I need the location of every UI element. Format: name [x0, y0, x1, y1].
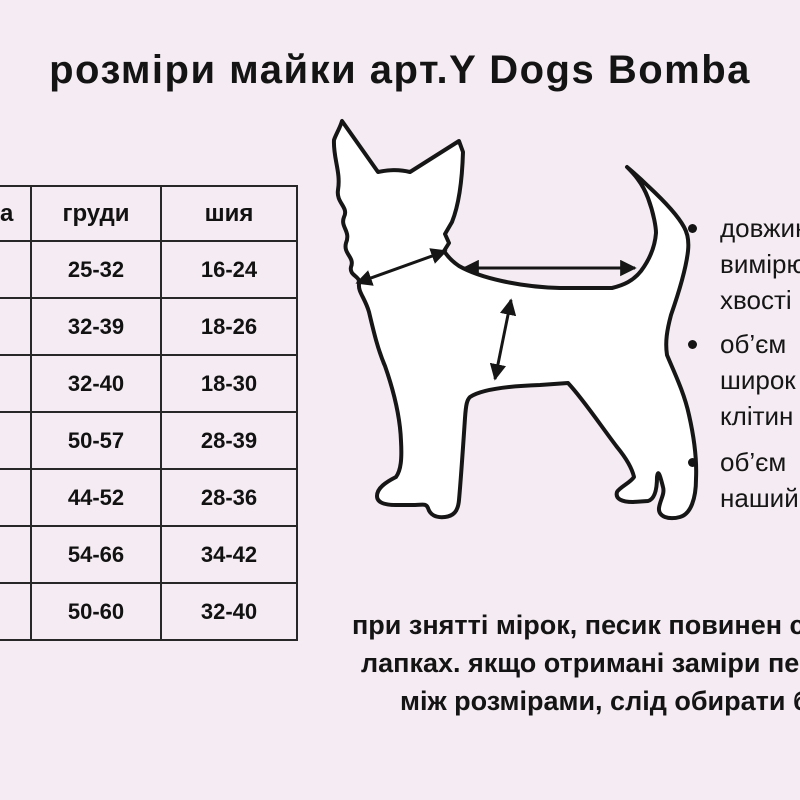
note-line: об’єм — [720, 447, 787, 477]
table-header-row: а груди шия — [0, 185, 298, 242]
measure-note-chest-girth: об’єм широк клітин — [688, 326, 800, 434]
table-row: 44-52 28-36 — [0, 468, 298, 527]
note-line: довжин — [720, 213, 800, 243]
cell-neck: 32-40 — [160, 582, 298, 641]
cell-weight — [0, 582, 32, 641]
cell-chest: 50-57 — [30, 411, 162, 470]
cell-weight — [0, 525, 32, 584]
page-title: розміри майки арт.Y Dogs Bomba — [49, 48, 751, 92]
table-row: 25-32 16-24 — [0, 240, 298, 299]
footer-note-line: між розмірами, слід обирати бі — [400, 686, 800, 716]
bullet-icon — [688, 224, 697, 233]
note-line: наший — [720, 483, 799, 513]
table-row: 32-40 18-30 — [0, 354, 298, 413]
col-header-chest: груди — [30, 185, 162, 242]
cell-weight — [0, 354, 32, 413]
cell-chest: 25-32 — [30, 240, 162, 299]
bullet-icon — [688, 458, 697, 467]
measure-note-neck-girth: об’єм наший — [688, 444, 800, 516]
table-row: 50-60 32-40 — [0, 582, 298, 641]
cell-chest: 32-39 — [30, 297, 162, 356]
cell-chest: 54-66 — [30, 525, 162, 584]
note-line: вимірю — [720, 249, 800, 279]
chest-girth-arrow — [489, 298, 517, 381]
neck-girth-arrow — [355, 248, 448, 286]
cell-neck: 16-24 — [160, 240, 298, 299]
cell-neck: 28-39 — [160, 411, 298, 470]
cell-weight — [0, 297, 32, 356]
cell-neck: 34-42 — [160, 525, 298, 584]
table-row: 54-66 34-42 — [0, 525, 298, 584]
cell-neck: 28-36 — [160, 468, 298, 527]
cell-chest: 32-40 — [30, 354, 162, 413]
cell-chest: 44-52 — [30, 468, 162, 527]
measure-note-back-length: довжин вимірю хвості — [688, 210, 800, 318]
cell-weight — [0, 468, 32, 527]
cell-neck: 18-26 — [160, 297, 298, 356]
footer-note-line: при знятті мірок, песик повинен ст — [352, 610, 800, 640]
note-line: клітин — [720, 401, 794, 431]
col-header-neck: шия — [160, 185, 298, 242]
table-row: 32-39 18-26 — [0, 297, 298, 356]
cell-weight — [0, 411, 32, 470]
note-line: об’єм — [720, 329, 787, 359]
bullet-icon — [688, 340, 697, 349]
dog-outline — [331, 119, 699, 521]
cell-chest: 50-60 — [30, 582, 162, 641]
col-header-weight-clipped: а — [0, 185, 32, 242]
cell-neck: 18-30 — [160, 354, 298, 413]
footer-note-line: лапках. якщо отримані заміри пер — [361, 648, 800, 678]
table-row: 50-57 28-39 — [0, 411, 298, 470]
note-line: хвості — [720, 285, 792, 315]
note-line: широк — [720, 365, 796, 395]
size-table: а груди шия 25-32 16-24 32-39 18-26 32-4… — [0, 185, 298, 641]
cell-weight — [0, 240, 32, 299]
